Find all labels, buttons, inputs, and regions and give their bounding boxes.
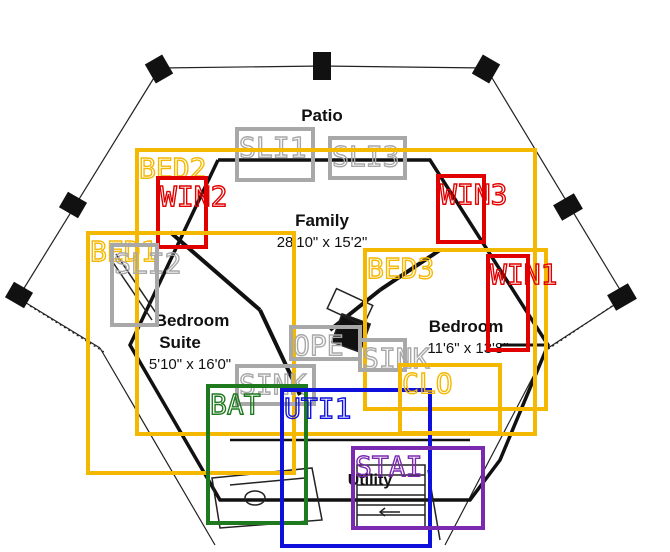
- annotation-box: [235, 127, 315, 182]
- post: [144, 54, 174, 84]
- annotation-clo: CLO: [398, 363, 502, 435]
- toilet: [244, 490, 266, 506]
- annotation-win2: WIN2: [156, 176, 228, 249]
- annotation-label: STAI: [355, 450, 422, 483]
- bedroom-label: Bedroom: [429, 317, 504, 336]
- bedroom-suite-label-1: Bedroom: [155, 311, 230, 330]
- annotation-bed1: BED1: [86, 231, 296, 475]
- annotation-sta: STAI: [351, 446, 485, 530]
- annotation-label: CLO: [402, 367, 453, 400]
- counter: [326, 287, 374, 327]
- bedroom-suite-dims: 5'10" x 16'0": [149, 356, 231, 373]
- utility-label: Utility: [348, 472, 393, 489]
- annotation-box: [135, 148, 537, 436]
- annotation-sli1: SLI1: [235, 127, 315, 182]
- annotation-label: BED1: [90, 235, 157, 268]
- deck-posts: [4, 52, 637, 311]
- post: [471, 54, 501, 84]
- annotation-sli2: SLI2: [110, 243, 182, 327]
- annotation-label: SLI1: [239, 131, 306, 164]
- annotation-uti: UTI1: [280, 388, 432, 548]
- family-label: Family: [295, 211, 349, 230]
- patio-label: Patio: [301, 106, 343, 125]
- annotation-label: SINK: [362, 342, 430, 375]
- post: [4, 281, 34, 309]
- annotation-box: [328, 136, 407, 180]
- annotation-label: SLI2: [114, 247, 181, 280]
- annotation-bat: BAT: [206, 384, 308, 525]
- family-dims: 28'10" x 15'2": [277, 234, 368, 251]
- annotation-box: [363, 248, 548, 411]
- annotation-label: OPE: [293, 329, 344, 362]
- post: [313, 52, 331, 80]
- annotation-box: [156, 176, 208, 249]
- annotation-box: [358, 338, 407, 372]
- bedroom-suite-label-2: Suite: [159, 333, 201, 352]
- annotation-box: [398, 363, 502, 435]
- annotation-label: BED3: [367, 252, 434, 285]
- annotation-win3: WIN3: [436, 174, 508, 244]
- annotation-bed3: BED3: [363, 248, 548, 411]
- post: [58, 191, 88, 219]
- annotation-box: [351, 446, 485, 530]
- annotation-label: UTI1: [284, 392, 351, 425]
- annotation-label: WIN3: [440, 178, 507, 211]
- post: [607, 283, 637, 311]
- annotation-box: [110, 243, 159, 327]
- deck-outline: [17, 65, 626, 546]
- annotation-win1: WIN1: [486, 254, 558, 352]
- annotation-box: [206, 384, 308, 525]
- annotation-box: [486, 254, 530, 352]
- annotation-sink2: SINK: [358, 338, 430, 376]
- annotation-sli3: SLI3: [328, 136, 407, 180]
- room-labels: Patio Family 28'10" x 15'2" Bedroom Suit…: [149, 106, 509, 489]
- annotation-box: [280, 388, 432, 548]
- annotation-label: SLI3: [332, 140, 399, 173]
- post: [553, 193, 583, 221]
- annotation-label: WIN2: [160, 180, 227, 213]
- annotation-label: BAT: [210, 388, 261, 421]
- annotation-box: [86, 231, 296, 475]
- annotation-label: WIN1: [490, 258, 557, 291]
- annotation-box: [436, 174, 486, 244]
